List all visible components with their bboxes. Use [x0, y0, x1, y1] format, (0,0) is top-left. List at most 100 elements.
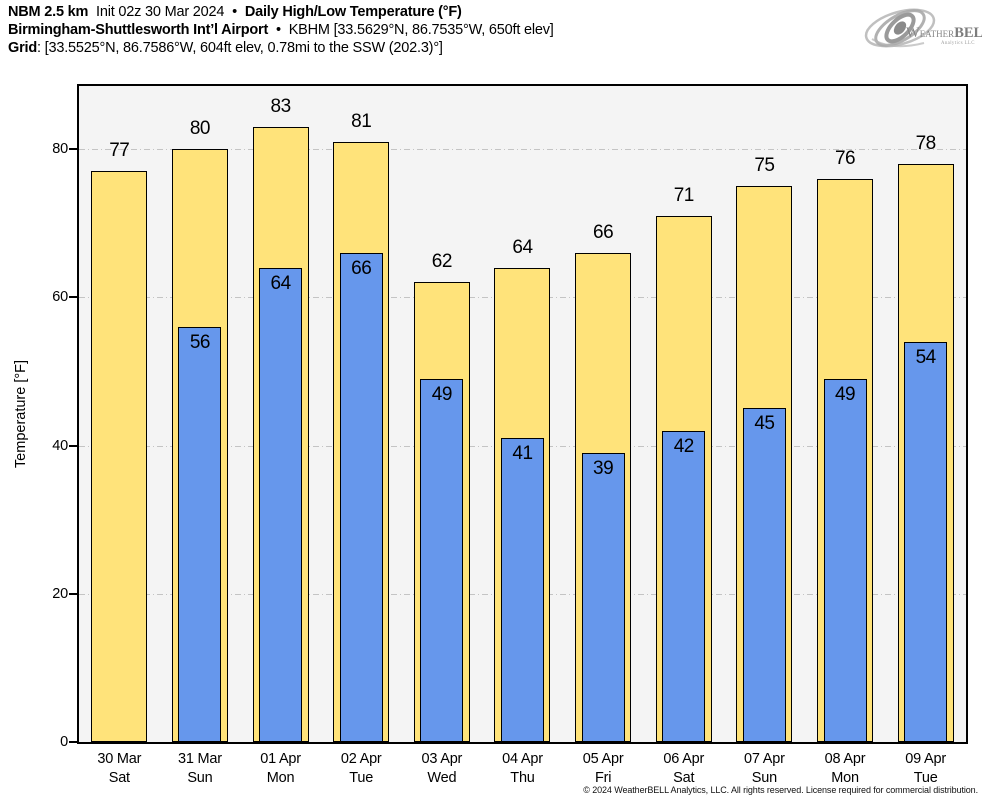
x-tick: 30 Mar Sat: [79, 750, 160, 788]
x-tick: 03 Apr Wed: [402, 750, 483, 788]
gridline-80: [79, 149, 966, 150]
high-value-label: 81: [351, 110, 372, 132]
station-meta: KBHM [33.5629°N, 86.7535°W, 650ft elev]: [288, 22, 554, 38]
model-name: NBM 2.5 km: [8, 4, 89, 20]
high-value-label: 62: [431, 251, 453, 273]
bar-group: 62 49: [402, 86, 483, 742]
low-bar: 56: [178, 326, 222, 742]
low-bar: 49: [823, 378, 867, 742]
x-tick: 07 Apr Sun: [724, 750, 805, 788]
low-value-label: 56: [189, 331, 211, 353]
x-tick-day: Tue: [349, 770, 374, 786]
x-tick-day: Mon: [831, 770, 859, 786]
low-value-label: 41: [512, 443, 533, 465]
x-tick-day: Wed: [427, 770, 457, 786]
bar-group: 77: [79, 86, 160, 742]
high-value-label: 76: [834, 147, 856, 169]
brand-bell: BELL: [954, 25, 982, 41]
low-value-label: 49: [834, 383, 856, 405]
x-tick: 01 Apr Mon: [240, 750, 321, 788]
y-axis-title: Temperature [°F]: [13, 359, 29, 469]
low-value-label: 64: [270, 272, 292, 294]
x-tick-date: 06 Apr: [663, 751, 705, 767]
bar-group: 78 54: [885, 86, 966, 742]
x-tick-date: 31 Mar: [177, 751, 222, 767]
chart-header: NBM 2.5 km Init 02z 30 Mar 2024 • Daily …: [8, 3, 554, 57]
weatherbell-swirl-icon: [864, 8, 936, 48]
high-value-label: 78: [915, 132, 937, 154]
low-bar: 39: [581, 452, 625, 742]
y-tick-label: 0: [60, 734, 68, 750]
high-value-label: 77: [109, 140, 130, 162]
high-value-label: 66: [593, 221, 614, 243]
x-tick: 08 Apr Mon: [805, 750, 886, 788]
bullet-separator: •: [232, 4, 237, 20]
high-value-label: 71: [673, 184, 695, 206]
grid-label: Grid: [8, 40, 38, 56]
header-line-1: NBM 2.5 km Init 02z 30 Mar 2024 • Daily …: [8, 3, 554, 21]
copyright-text: © 2024 WeatherBELL Analytics, LLC. All r…: [583, 785, 978, 795]
low-value-label: 39: [593, 457, 614, 479]
brand-initial: W: [906, 25, 920, 41]
x-tick-day: Fri: [594, 770, 612, 786]
low-bar: 49: [420, 378, 464, 742]
plot-area: 77 80 56 83 64 81 66 62 49 64 41 66 39 71 42 75 45 76 49 78…: [77, 84, 968, 744]
y-tick-mark: [69, 592, 77, 595]
high-value-label: 64: [512, 236, 533, 258]
x-tick: 02 Apr Tue: [321, 750, 402, 788]
x-tick-date: 08 Apr: [824, 751, 866, 767]
x-tick: 05 Apr Fri: [563, 750, 644, 788]
y-tick-mark: [69, 148, 77, 150]
header-line-2: Birmingham-Shuttlesworth Int’l Airport •…: [8, 21, 554, 39]
x-tick-day: Sat: [108, 770, 130, 786]
y-tick-mark: [69, 741, 77, 743]
x-tick: 31 Mar Sun: [160, 750, 241, 788]
init-time: Init 02z 30 Mar 2024: [96, 4, 225, 20]
x-tick-day: Thu: [510, 770, 535, 786]
high-value-label: 75: [754, 155, 775, 177]
bar-group: 76 49: [805, 86, 886, 742]
y-tick-mark: [69, 296, 77, 299]
x-tick-day: Sun: [751, 770, 777, 786]
low-value-label: 54: [915, 346, 937, 368]
bar-group: 80 56: [160, 86, 241, 742]
low-value-label: 42: [673, 435, 695, 457]
weatherbell-wordmark: WEATHERBELL: [906, 25, 982, 41]
low-value-label: 45: [754, 413, 775, 435]
brand-middle: EATHER: [920, 29, 955, 39]
high-value-label: 83: [270, 95, 292, 117]
x-tick-date: 01 Apr: [260, 751, 301, 767]
low-value-label: 49: [431, 383, 453, 405]
product-title: Daily High/Low Temperature (°F): [244, 4, 462, 20]
y-tick-label: 40: [52, 437, 68, 454]
x-tick-day: Sat: [673, 770, 695, 786]
x-tick-date: 04 Apr: [502, 751, 543, 767]
x-tick-day: Tue: [913, 770, 938, 786]
x-tick-day: Sun: [187, 770, 213, 786]
grid-info: : [33.5525°N, 86.7586°W, 604ft elev, 0.7…: [37, 40, 443, 56]
x-tick-date: 05 Apr: [582, 751, 624, 767]
bullet-separator: •: [275, 22, 281, 38]
y-tick-label: 60: [52, 289, 68, 306]
x-tick-date: 30 Mar: [97, 751, 142, 767]
low-bar: 41: [500, 438, 544, 742]
header-line-3: Grid: [33.5525°N, 86.7586°W, 604ft elev,…: [8, 39, 554, 57]
bar-group: 64 41: [482, 86, 563, 742]
bar-group: 75 45: [724, 86, 805, 742]
y-tick-mark: [69, 444, 77, 447]
x-tick: 04 Apr Thu: [482, 750, 563, 788]
y-tick-label: 20: [52, 585, 68, 602]
low-bar: 64: [259, 267, 303, 742]
bar-group: 83 64: [240, 86, 321, 742]
low-value-label: 66: [351, 257, 372, 279]
x-tick-date: 09 Apr: [905, 751, 947, 767]
y-tick-label: 80: [52, 141, 68, 157]
high-bar: [91, 171, 148, 742]
low-bar: 54: [904, 341, 948, 742]
low-bar: 45: [742, 408, 786, 742]
x-tick: 09 Apr Tue: [885, 750, 966, 788]
x-tick: 06 Apr Sat: [643, 750, 724, 788]
plot-inner: 77 80 56 83 64 81 66 62 49 64 41 66 39 71 42 75 45 76 49 78…: [79, 86, 966, 742]
x-tick-date: 07 Apr: [744, 751, 785, 767]
x-tick-date: 03 Apr: [421, 751, 463, 767]
